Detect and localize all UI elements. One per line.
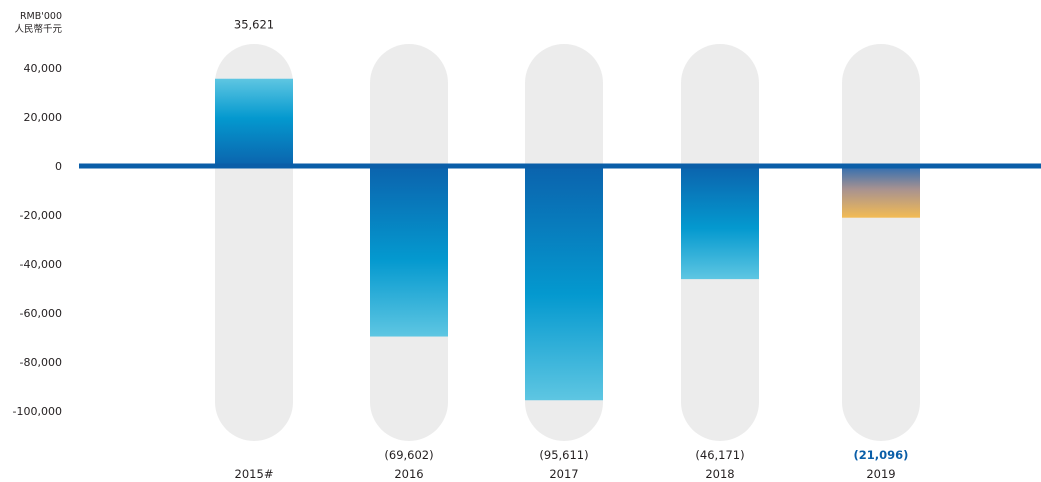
bar-series — [215, 78, 920, 401]
data-label: (69,602) — [384, 448, 433, 462]
category-label: 2019 — [866, 467, 895, 481]
y-tick-label: -60,000 — [20, 307, 62, 320]
data-label: (95,611) — [539, 448, 588, 462]
y-tick-label: 40,000 — [24, 62, 63, 75]
y-tick-label: -100,000 — [13, 405, 62, 418]
y-tick-label: 0 — [55, 160, 62, 173]
bar — [681, 166, 759, 280]
data-label: 35,621 — [234, 18, 274, 32]
category-label: 2018 — [705, 467, 734, 481]
bar — [370, 166, 448, 337]
value-labels: 35,621 (69,602) (95,611) (46,171) (21,096) — [234, 18, 909, 462]
unit-label-line1: RMB'000 — [20, 11, 62, 22]
data-label: (46,171) — [695, 448, 744, 462]
y-axis-unit-label: RMB'000 人民幣千元 — [14, 11, 62, 35]
category-label: 2015# — [235, 467, 274, 481]
category-label: 2017 — [549, 467, 578, 481]
bar — [842, 166, 920, 218]
category-labels: 2015# 2016 2017 2018 2019 — [235, 467, 896, 481]
data-label: (21,096) — [854, 448, 909, 462]
bar — [525, 166, 603, 401]
y-tick-label: -20,000 — [20, 209, 62, 222]
category-label: 2016 — [394, 467, 423, 481]
unit-label-line2: 人民幣千元 — [14, 23, 62, 35]
bar — [215, 78, 293, 166]
bar-background-pill — [842, 44, 920, 441]
y-tick-label: 20,000 — [24, 111, 63, 124]
y-tick-label: -40,000 — [20, 258, 62, 271]
y-axis-ticks: 40,000 20,000 0 -20,000 -40,000 -60,000 -80,00… — [13, 62, 62, 418]
y-tick-label: -80,000 — [20, 356, 62, 369]
